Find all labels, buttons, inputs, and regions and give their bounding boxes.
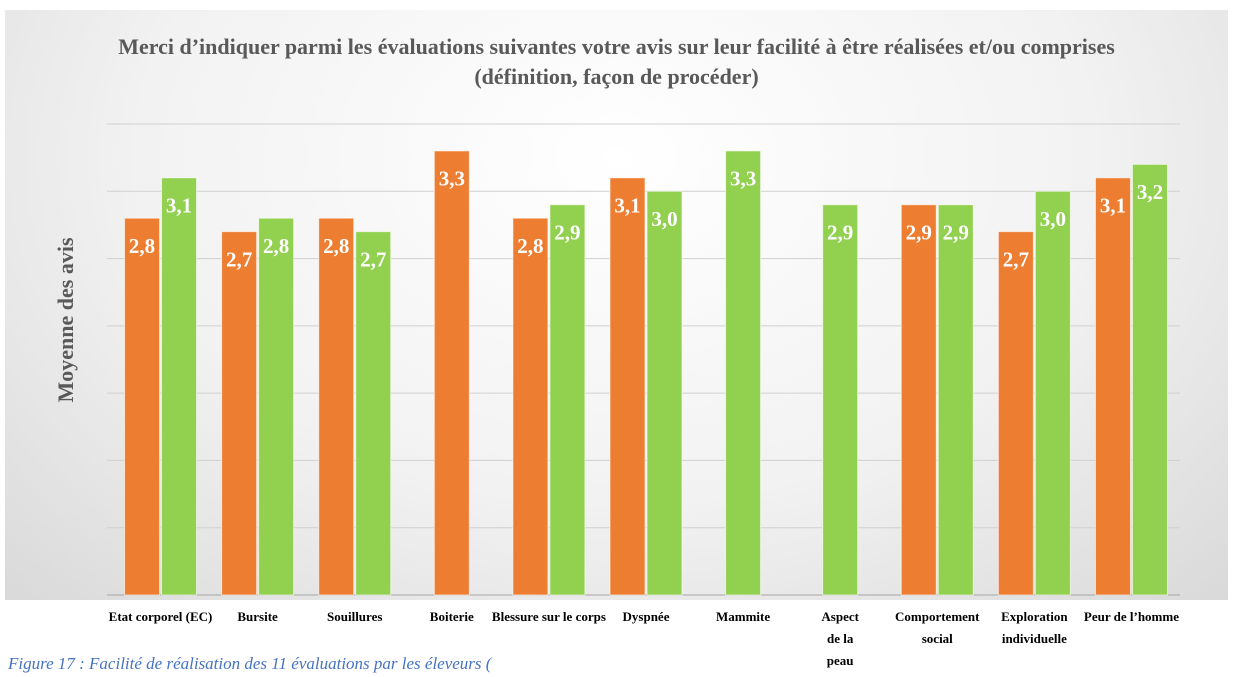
value-label: 2,8: [263, 234, 289, 258]
value-label: 3,1: [166, 194, 192, 218]
value-label: 3,0: [651, 207, 677, 231]
bar: [512, 217, 549, 596]
bar: [318, 217, 355, 596]
value-label: 2,8: [517, 234, 543, 258]
bar: [549, 204, 586, 596]
chart-title: Merci d’indiquer parmi les évaluations s…: [118, 34, 1115, 89]
value-label: 3,3: [439, 167, 465, 191]
x-tick-label: Blessure sur le corps: [491, 609, 606, 624]
value-label: 2,9: [943, 221, 969, 245]
x-tick-label: Souillures: [327, 609, 383, 624]
x-tick-label: Aspect de la peau: [821, 609, 859, 668]
value-label: 2,9: [554, 221, 580, 245]
x-tick-label: Mammite: [716, 609, 771, 624]
bar: [161, 177, 198, 596]
x-tick-label: Comportement social: [895, 609, 980, 646]
y-axis-label: Moyenne des avis: [53, 237, 78, 402]
caption: Figure 17 : Facilité de réalisation des …: [8, 654, 492, 673]
bar: [609, 177, 646, 596]
bar: [900, 204, 937, 596]
bar: [725, 150, 762, 596]
x-tick-label: Etat corporel (EC): [108, 609, 213, 624]
bar: [258, 217, 295, 596]
value-label: 2,7: [1003, 247, 1029, 271]
bar: [1131, 163, 1168, 596]
bar: [221, 231, 258, 596]
bar: [646, 190, 683, 596]
bar: [1034, 190, 1071, 596]
value-label: 2,9: [906, 221, 932, 245]
value-label: 3,1: [614, 194, 640, 218]
value-label: 2,9: [827, 221, 853, 245]
bar: [822, 204, 859, 596]
value-label: 3,1: [1100, 194, 1126, 218]
bar: [937, 204, 974, 596]
value-label: 3,3: [730, 167, 756, 191]
bar: [433, 150, 470, 596]
bar: [124, 217, 161, 596]
x-tick-label: Boiterie: [429, 609, 474, 624]
x-tick-label: Dyspnée: [622, 609, 670, 624]
x-tick-label: Exploration individuelle: [1001, 609, 1068, 646]
value-label: 2,8: [323, 234, 349, 258]
bar: [355, 231, 392, 596]
value-label: 3,0: [1040, 207, 1066, 231]
value-label: 2,7: [226, 247, 252, 271]
value-label: 3,2: [1137, 180, 1163, 204]
x-tick-label: Peur de l’homme: [1083, 609, 1179, 624]
value-label: 2,7: [360, 247, 386, 271]
x-tick-label: Bursite: [237, 609, 278, 624]
value-label: 2,8: [129, 234, 155, 258]
bar: [1094, 177, 1131, 596]
bar: [997, 231, 1034, 596]
